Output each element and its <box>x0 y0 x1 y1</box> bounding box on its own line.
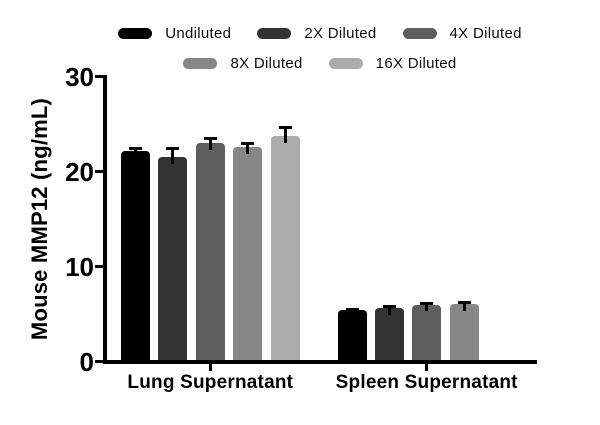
y-tick-30 <box>95 75 103 78</box>
error-bar-cap-spleen-supernatant-undiluted <box>345 307 359 311</box>
error-bar-stem-spleen-supernatant-8x-diluted <box>462 302 466 311</box>
x-tick-lung-supernatant <box>208 363 212 371</box>
x-category-label-spleen-supernatant: Spleen Supernatant <box>335 372 518 393</box>
error-bar-cap-lung-supernatant-undiluted <box>129 147 143 151</box>
error-bar-stem-lung-supernatant-2x-diluted <box>171 148 175 165</box>
y-tick-label-0: 0 <box>79 346 94 377</box>
error-bar-cap-spleen-supernatant-2x-diluted <box>382 305 396 309</box>
legend-label-4x-diluted: 4X Diluted <box>449 24 522 42</box>
error-bar-stem-spleen-supernatant-undiluted <box>350 309 354 318</box>
y-tick-20 <box>95 170 103 173</box>
y-tick-10 <box>95 265 103 268</box>
legend-item-8x-diluted: 8X Diluted <box>183 55 302 72</box>
legend-swatch-2x-diluted-icon <box>257 27 292 39</box>
bar-lung-supernatant-undiluted <box>121 150 151 363</box>
x-category-label-lung-supernatant: Lung Supernatant <box>127 372 294 393</box>
chart-legend: Undiluted 2X Diluted 4X Diluted 8X Diluted… <box>103 18 537 78</box>
bar-lung-supernatant-4x-diluted <box>195 143 225 363</box>
bar-spleen-supernatant-8x-diluted <box>449 303 479 363</box>
y-tick-label-20: 20 <box>65 156 94 187</box>
bar-lung-supernatant-2x-diluted <box>158 157 188 363</box>
y-tick-label-30: 30 <box>65 61 94 92</box>
legend-row-2: 8X Diluted 16X Diluted <box>103 48 537 78</box>
legend-item-16x-diluted: 16X Diluted <box>328 54 457 72</box>
bar-spleen-supernatant-2x-diluted <box>374 308 404 363</box>
x-tick-spleen-supernatant <box>425 363 429 371</box>
error-bar-stem-lung-supernatant-4x-diluted <box>208 138 212 150</box>
error-bar-cap-lung-supernatant-2x-diluted <box>166 147 180 151</box>
bar-lung-supernatant-16x-diluted <box>270 136 300 363</box>
bar-spleen-supernatant-4x-diluted <box>412 304 442 363</box>
y-tick-0 <box>95 360 103 363</box>
legend-swatch-undiluted-icon <box>118 27 153 39</box>
error-bar-stem-spleen-supernatant-4x-diluted <box>425 303 429 312</box>
legend-label-16x-diluted: 16X Diluted <box>375 54 457 72</box>
error-bar-cap-lung-supernatant-8x-diluted <box>241 142 255 146</box>
legend-swatch-16x-diluted-icon <box>328 57 363 69</box>
legend-item-4x-diluted: 4X Diluted <box>402 24 522 42</box>
y-axis-line <box>103 75 107 364</box>
error-bar-stem-lung-supernatant-16x-diluted <box>283 127 287 144</box>
bar-lung-supernatant-8x-diluted <box>233 146 263 363</box>
legend-item-2x-diluted: 2X Diluted <box>257 25 376 42</box>
error-bar-stem-spleen-supernatant-2x-diluted <box>387 306 391 316</box>
error-bar-cap-lung-supernatant-16x-diluted <box>278 126 292 130</box>
legend-label-2x-diluted: 2X Diluted <box>304 24 377 42</box>
error-bar-cap-lung-supernatant-4x-diluted <box>203 136 217 140</box>
y-tick-label-10: 10 <box>65 251 94 282</box>
legend-label-8x-diluted: 8X Diluted <box>230 54 303 72</box>
legend-row-1: Undiluted 2X Diluted 4X Diluted <box>103 18 537 48</box>
error-bar-stem-lung-supernatant-undiluted <box>134 148 138 158</box>
error-bar-cap-spleen-supernatant-4x-diluted <box>420 301 434 305</box>
bar-spleen-supernatant-undiluted <box>337 310 367 363</box>
legend-swatch-4x-diluted-icon <box>402 27 437 39</box>
legend-swatch-8x-diluted-icon <box>183 57 218 69</box>
x-axis-line <box>103 360 537 364</box>
error-bar-stem-lung-supernatant-8x-diluted <box>246 143 250 154</box>
error-bar-cap-spleen-supernatant-8x-diluted <box>457 300 471 304</box>
legend-item-undiluted: Undiluted <box>118 25 231 42</box>
legend-label-undiluted: Undiluted <box>165 24 232 42</box>
y-axis-title: Mouse MMP12 (ng/mL) <box>27 97 52 341</box>
